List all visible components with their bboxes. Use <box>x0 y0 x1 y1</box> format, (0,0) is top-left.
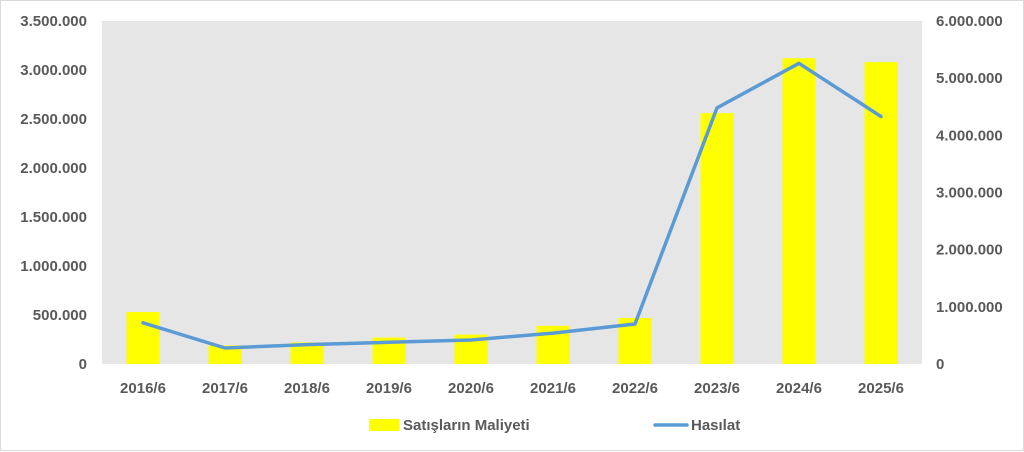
left-axis-ticks: 0 500.000 1.000.000 1.500.000 2.000.000 2.500… <box>20 13 87 373</box>
x-tick-label: 2022/6 <box>612 380 658 397</box>
left-tick-label: 0 <box>79 356 87 373</box>
left-tick-label: 1.000.000 <box>20 258 87 275</box>
left-tick-label: 2.500.000 <box>20 111 87 128</box>
x-tick-label: 2019/6 <box>366 380 412 397</box>
x-tick-label: 2018/6 <box>284 380 330 397</box>
bar-2017-6 <box>208 345 242 364</box>
right-tick-label: 1.000.000 <box>936 299 1003 316</box>
x-tick-label: 2021/6 <box>530 380 576 397</box>
bar-2023-6 <box>700 113 734 365</box>
x-tick-label: 2025/6 <box>858 380 904 397</box>
legend-label-line: Hasılat <box>691 417 740 434</box>
bar-2016-6 <box>126 312 160 364</box>
x-tick-label: 2017/6 <box>202 380 248 397</box>
x-tick-label: 2024/6 <box>776 380 822 397</box>
bar-2024-6 <box>782 58 816 365</box>
left-tick-label: 3.000.000 <box>20 62 87 79</box>
right-tick-label: 5.000.000 <box>936 70 1003 87</box>
right-tick-label: 2.000.000 <box>936 242 1003 259</box>
right-axis-ticks: 0 1.000.000 2.000.000 3.000.000 4.000.000 5.0… <box>936 13 1003 373</box>
x-tick-label: 2023/6 <box>694 380 740 397</box>
right-tick-label: 3.000.000 <box>936 185 1003 202</box>
left-tick-label: 500.000 <box>33 307 87 324</box>
legend-swatch-bar <box>369 419 399 431</box>
left-tick-label: 1.500.000 <box>20 209 87 226</box>
right-tick-label: 0 <box>936 356 944 373</box>
x-axis-ticks: 2016/6 2017/6 2018/6 2019/6 2020/6 2021/6 2022… <box>120 380 904 397</box>
right-tick-label: 4.000.000 <box>936 127 1003 144</box>
bar-2025-6 <box>864 62 898 364</box>
line-series <box>141 61 883 350</box>
right-tick-label: 6.000.000 <box>936 13 1003 30</box>
bar-2018-6 <box>290 342 324 364</box>
x-tick-label: 2020/6 <box>448 380 494 397</box>
legend: Satışların Maliyeti Hasılat <box>369 417 740 434</box>
left-tick-label: 2.000.000 <box>20 160 87 177</box>
legend-label-bar: Satışların Maliyeti <box>403 417 530 434</box>
x-tick-label: 2016/6 <box>120 380 166 397</box>
left-tick-label: 3.500.000 <box>20 13 87 30</box>
